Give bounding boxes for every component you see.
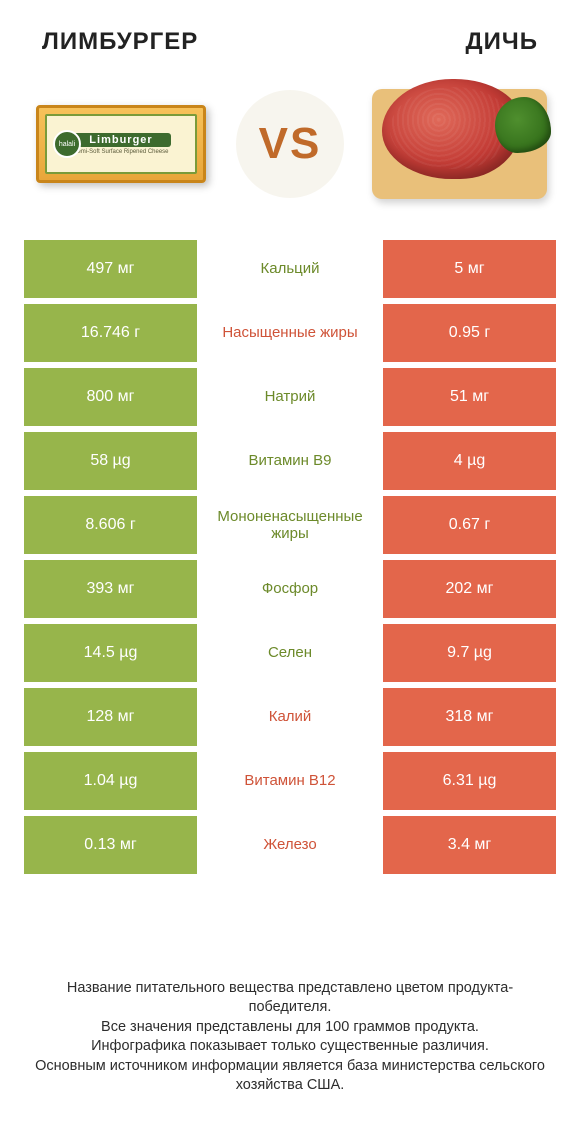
value-right: 3.4 мг (383, 816, 556, 874)
footnote-line: Все значения представлены для 100 граммо… (30, 1018, 550, 1038)
footnote: Название питательного вещества представл… (0, 979, 580, 1096)
table-row: 1.04 µgВитамин B126.31 µg (24, 752, 556, 810)
table-row: 393 мгФосфор202 мг (24, 560, 556, 618)
table-row: 58 µgВитамин B94 µg (24, 432, 556, 490)
cheese-brand-label: Limburger (71, 133, 170, 147)
value-right: 0.67 г (383, 496, 556, 554)
nutrient-label: Насыщенные жиры (197, 304, 383, 362)
value-left: 393 мг (24, 560, 197, 618)
value-right: 9.7 µg (383, 624, 556, 682)
table-row: 800 мгНатрий51 мг (24, 368, 556, 426)
value-right: 4 µg (383, 432, 556, 490)
value-right: 6.31 µg (383, 752, 556, 810)
value-left: 0.13 мг (24, 816, 197, 874)
cheese-subtext: Semi-Soft Surface Ripened Cheese (73, 149, 168, 156)
cheese-illustration: halali Limburger Semi-Soft Surface Ripen… (36, 105, 206, 183)
value-right: 202 мг (383, 560, 556, 618)
table-row: 16.746 гНасыщенные жиры0.95 г (24, 304, 556, 362)
value-right: 318 мг (383, 688, 556, 746)
value-right: 51 мг (383, 368, 556, 426)
table-row: 14.5 µgСелен9.7 µg (24, 624, 556, 682)
product-image-right (364, 74, 554, 214)
nutrient-label: Железо (197, 816, 383, 874)
table-row: 0.13 мгЖелезо3.4 мг (24, 816, 556, 874)
value-right: 0.95 г (383, 304, 556, 362)
nutrient-label: Фосфор (197, 560, 383, 618)
value-right: 5 мг (383, 240, 556, 298)
title-right: ДИЧЬ (466, 28, 538, 56)
value-left: 16.746 г (24, 304, 197, 362)
nutrient-label: Натрий (197, 368, 383, 426)
header: ЛИМБУРГЕР ДИЧЬ (0, 0, 580, 56)
parsley-icon (495, 97, 551, 153)
vs-badge: VS (236, 90, 344, 198)
nutrient-label: Селен (197, 624, 383, 682)
footnote-line: Название питательного вещества представл… (30, 979, 550, 1018)
nutrient-label: Калий (197, 688, 383, 746)
comparison-table: 497 мгКальций5 мг 16.746 гНасыщенные жиры… (0, 240, 580, 874)
nutrient-label: Витамин B9 (197, 432, 383, 490)
nutrient-label: Кальций (197, 240, 383, 298)
value-left: 800 мг (24, 368, 197, 426)
cheese-badge-icon: halali (53, 130, 81, 158)
nutrient-label: Витамин B12 (197, 752, 383, 810)
hero-row: halali Limburger Semi-Soft Surface Ripen… (0, 56, 580, 240)
value-left: 58 µg (24, 432, 197, 490)
value-left: 128 мг (24, 688, 197, 746)
table-row: 128 мгКалий318 мг (24, 688, 556, 746)
value-left: 1.04 µg (24, 752, 197, 810)
title-left: ЛИМБУРГЕР (42, 28, 198, 56)
meat-illustration (372, 89, 547, 199)
footnote-line: Основным источником информации является … (30, 1057, 550, 1096)
nutrient-label: Мононенасыщенные жиры (197, 496, 383, 554)
table-row: 8.606 гМононенасыщенные жиры0.67 г (24, 496, 556, 554)
product-image-left: halali Limburger Semi-Soft Surface Ripen… (26, 74, 216, 214)
footnote-line: Инфографика показывает только существенн… (30, 1037, 550, 1057)
value-left: 8.606 г (24, 496, 197, 554)
value-left: 497 мг (24, 240, 197, 298)
table-row: 497 мгКальций5 мг (24, 240, 556, 298)
value-left: 14.5 µg (24, 624, 197, 682)
